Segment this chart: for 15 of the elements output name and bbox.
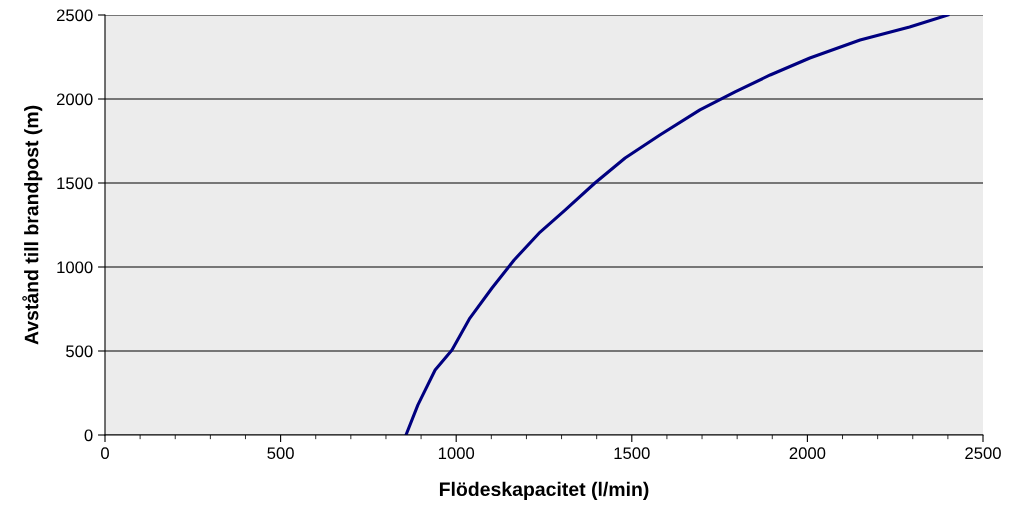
x-axis-title: Flödeskapacitet (l/min) [439, 481, 649, 500]
x-tick-label: 0 [101, 447, 109, 460]
y-tick-label: 0 [84, 429, 93, 442]
y-axis-title: Avstånd till brandpost (m) [22, 105, 43, 345]
x-tick-label: 2000 [789, 447, 826, 460]
y-tick-label: 500 [66, 345, 93, 358]
y-tick-label: 1000 [57, 261, 93, 274]
y-tick-label: 2000 [56, 93, 93, 106]
line-series [404, 15, 950, 435]
y-tick-label: 2500 [56, 9, 93, 22]
x-tick-label: 2500 [965, 447, 1001, 460]
y-tick-label: 1500 [57, 177, 93, 190]
x-tick-label: 1000 [438, 447, 475, 460]
x-tick-label: 500 [267, 447, 294, 460]
x-tick-label: 1500 [614, 447, 650, 460]
